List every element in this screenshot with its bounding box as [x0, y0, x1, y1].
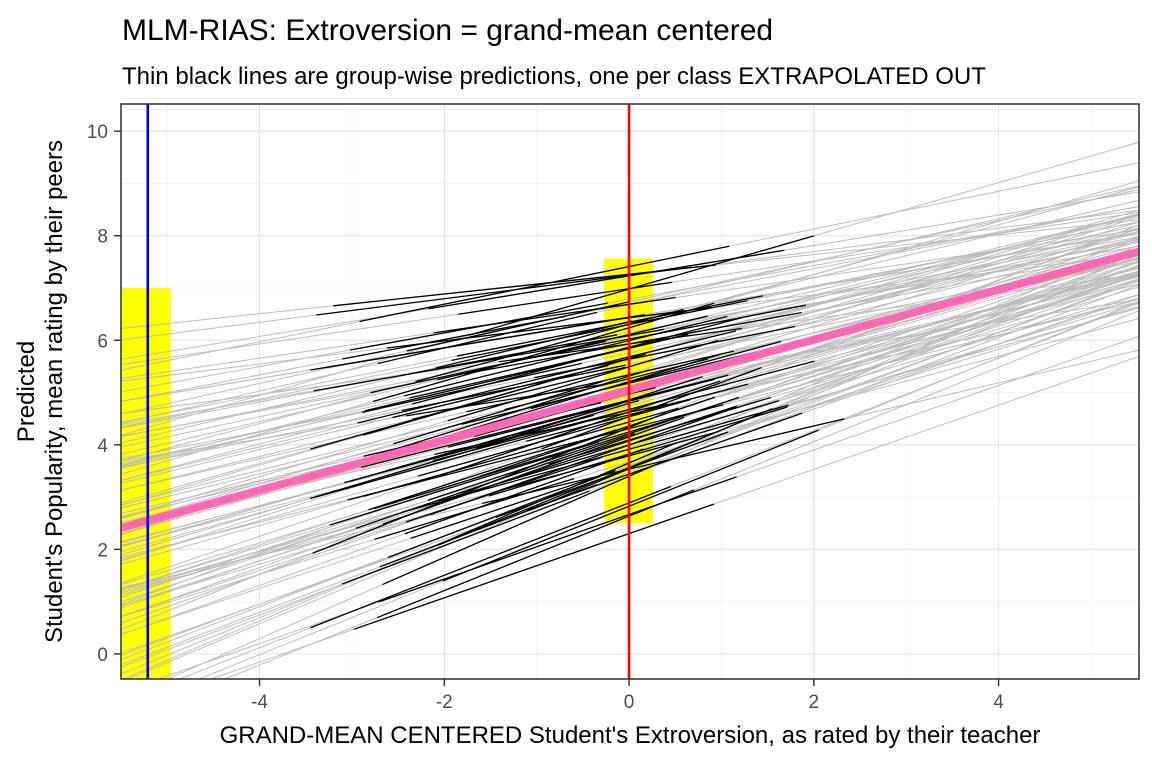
class-line-observed	[427, 396, 740, 501]
class-line-observed	[451, 299, 748, 361]
x-tick-label: 4	[993, 692, 1004, 713]
chart-title: MLM-RIAS: Extroversion = grand-mean cent…	[122, 14, 773, 47]
class-line-observed	[405, 456, 603, 523]
y-tick-label: 10	[87, 122, 108, 143]
class-line-observed	[357, 330, 737, 424]
class-line-observed	[387, 475, 601, 559]
y-axis-title-line2: Student's Popularity, mean rating by the…	[41, 140, 68, 643]
x-axis-title: GRAND-MEAN CENTERED Student's Extroversi…	[220, 722, 1041, 749]
y-tick-label: 6	[97, 331, 108, 352]
class-line-observed	[376, 489, 695, 619]
class-line-observed	[368, 429, 617, 511]
class-line-observed	[417, 398, 691, 477]
class-line-observed	[541, 366, 762, 450]
class-line-observed	[470, 396, 716, 481]
panel-border	[120, 103, 1140, 680]
class-line-observed	[310, 399, 663, 500]
class-line-observed	[387, 306, 712, 349]
class-line-observed	[401, 364, 626, 412]
class-line-observed	[347, 404, 724, 501]
class-line-observed	[329, 441, 600, 526]
y-tick-label: 8	[97, 227, 108, 248]
class-line-observed	[342, 315, 566, 360]
y-tick-label: 2	[97, 540, 108, 561]
class-line-observed	[341, 490, 590, 585]
class-line-observed	[373, 405, 716, 510]
class-line-observed	[310, 399, 640, 499]
class-line-observed	[360, 374, 729, 468]
class-line-observed	[412, 316, 743, 405]
class-line-observed	[333, 264, 716, 307]
class-line-observed	[530, 408, 773, 511]
class-line-observed	[326, 313, 645, 368]
class-line-observed	[399, 334, 618, 377]
class-line-observed	[409, 333, 689, 399]
y-tick-label: 0	[97, 645, 108, 666]
class-line-observed	[526, 383, 749, 442]
axis-tick-labels: -4 -2 0 2 4 0 2 4 6 8 10	[87, 122, 1004, 713]
class-line-observed	[430, 441, 678, 549]
chart-subtitle: Thin black lines are group-wise predicti…	[122, 63, 986, 90]
x-tick-label: -2	[436, 692, 453, 713]
class-line-observed	[435, 320, 633, 369]
class-line-observed	[476, 376, 703, 449]
class-line-observed	[468, 235, 814, 336]
groupwise-observed-lines	[310, 235, 849, 630]
class-line-observed	[448, 378, 715, 448]
class-line-observed	[378, 476, 737, 603]
class-line-observed	[410, 470, 616, 539]
class-line-observed	[382, 463, 656, 586]
class-line-observed	[370, 340, 607, 394]
class-line-observed	[482, 418, 845, 505]
class-line-observed	[393, 380, 603, 445]
class-line-observed	[404, 448, 644, 535]
class-line-observed	[377, 311, 598, 365]
class-line-observed	[526, 412, 803, 511]
class-line-observed	[404, 315, 728, 397]
class-line-observed	[415, 308, 684, 383]
axis-tick-marks	[114, 130, 1000, 686]
class-line-observed	[362, 362, 582, 413]
class-line-observed	[530, 340, 782, 410]
class-line-observed	[310, 485, 672, 629]
class-line-observed	[548, 396, 771, 465]
class-line-observed	[353, 503, 715, 630]
class-line-observed	[349, 302, 608, 351]
reference-lines	[146, 104, 631, 679]
class-line-observed	[441, 380, 721, 476]
class-line-observed	[350, 421, 559, 482]
class-line-observed	[442, 429, 819, 582]
class-line-observed	[428, 249, 785, 310]
class-line-observed	[363, 407, 679, 497]
y-tick-label: 4	[97, 436, 108, 457]
x-tick-label: 2	[809, 692, 820, 713]
class-line-observed	[447, 339, 719, 422]
x-tick-label: 0	[624, 692, 635, 713]
class-line-observed	[437, 315, 708, 381]
class-line-observed	[405, 384, 601, 417]
class-line-observed	[495, 431, 729, 518]
class-line-observed	[382, 416, 685, 525]
class-line-observed	[466, 350, 734, 413]
y-axis-title-line1: Predicted	[13, 341, 40, 442]
class-line-observed	[372, 302, 715, 403]
class-line-observed	[355, 432, 635, 529]
x-tick-label: -4	[251, 692, 268, 713]
